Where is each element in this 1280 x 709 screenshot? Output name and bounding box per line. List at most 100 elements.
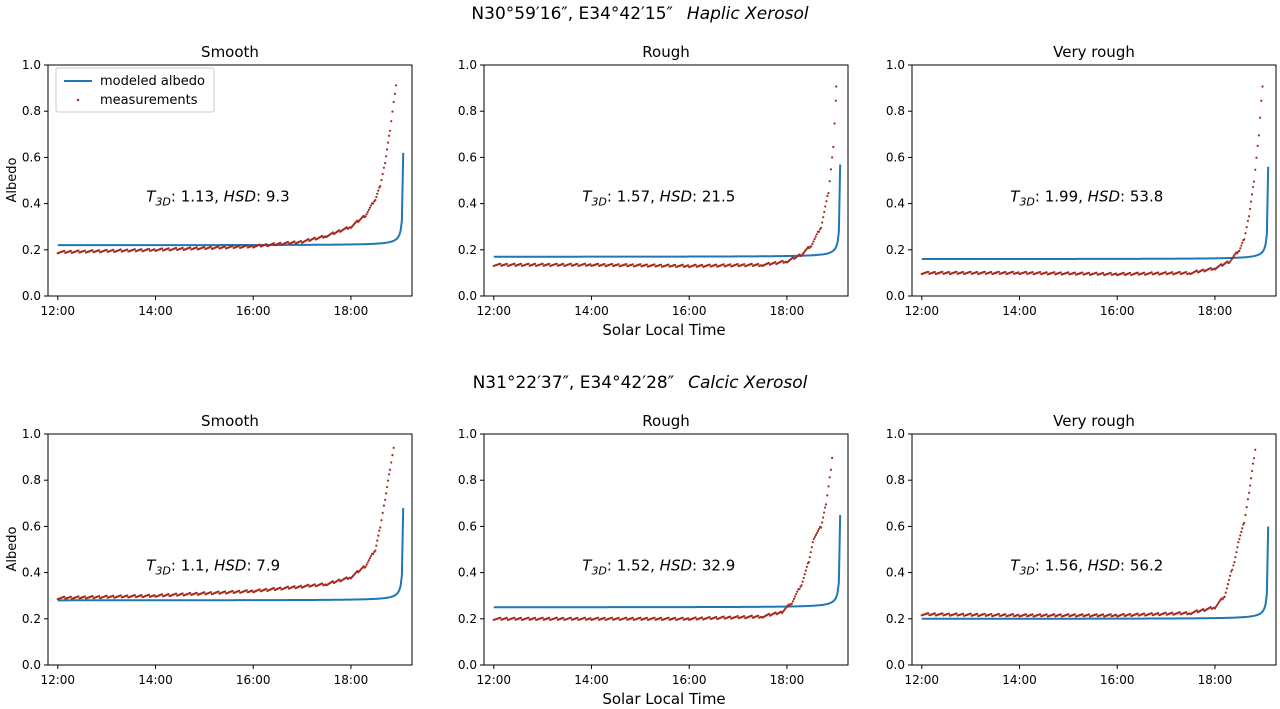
measured-point bbox=[384, 162, 387, 165]
measured-point bbox=[708, 263, 711, 266]
measured-point bbox=[367, 559, 370, 562]
measured-point bbox=[541, 262, 544, 265]
measured-point bbox=[555, 262, 558, 265]
row-heading-2-coords: N31°22′37″, E34°42′28″ bbox=[473, 373, 674, 393]
measured-point bbox=[831, 456, 834, 459]
measured-point bbox=[1067, 271, 1070, 274]
measured-point bbox=[792, 256, 795, 259]
x-tick-label: 16:00 bbox=[236, 673, 271, 687]
measured-point bbox=[1136, 612, 1139, 615]
measured-point bbox=[798, 588, 801, 591]
measured-point bbox=[1254, 448, 1257, 451]
x-tick-label: 12:00 bbox=[476, 304, 511, 318]
measured-point bbox=[826, 194, 829, 197]
measured-point bbox=[376, 539, 379, 542]
measured-point bbox=[105, 594, 108, 597]
measured-point bbox=[160, 247, 164, 250]
measured-point bbox=[364, 215, 367, 218]
measured-point bbox=[829, 168, 833, 171]
measured-point bbox=[639, 263, 642, 266]
measured-point bbox=[1261, 85, 1264, 88]
measured-point bbox=[722, 615, 725, 618]
measured-point bbox=[1237, 541, 1240, 544]
panel-annotation: T3D: 1.57, HSD: 21.5 bbox=[582, 187, 735, 208]
x-tick-label: 18:00 bbox=[770, 304, 805, 318]
y-tick-label: 0.0 bbox=[458, 289, 477, 303]
panel-2: Rough 0.0 0.2 0.4 0.6 0.8 1.0 12:00 14:00 16:00 18… bbox=[458, 43, 849, 318]
measured-point bbox=[583, 616, 587, 619]
measured-point bbox=[1171, 271, 1174, 274]
measured-point bbox=[345, 576, 348, 579]
measured-point bbox=[223, 590, 227, 593]
measured-point bbox=[1053, 271, 1056, 274]
x-tick-label: 18:00 bbox=[1198, 304, 1233, 318]
measured-point bbox=[392, 100, 395, 104]
legend: modeled albedo measurements bbox=[55, 67, 215, 113]
measured-point bbox=[812, 240, 815, 243]
measured-point bbox=[1073, 271, 1076, 274]
measured-point bbox=[321, 582, 324, 585]
legend-box bbox=[55, 67, 215, 113]
measured-point bbox=[821, 516, 825, 519]
measured-point bbox=[1250, 469, 1254, 473]
measured-point bbox=[701, 263, 704, 266]
measured-point bbox=[743, 263, 746, 266]
panel-4: Smooth 0.0 0.2 0.4 0.6 0.8 1.0 12:00 14:00 16:00 1… bbox=[22, 412, 413, 687]
measured-point bbox=[817, 527, 821, 531]
measured-point bbox=[653, 263, 656, 266]
measured-point bbox=[1248, 215, 1251, 218]
measured-point bbox=[251, 244, 254, 247]
measured-point bbox=[1011, 270, 1015, 273]
panel-title: Very rough bbox=[1053, 412, 1135, 430]
measured-point bbox=[823, 210, 826, 213]
measured-point bbox=[203, 591, 206, 594]
measured-point bbox=[390, 120, 393, 123]
measured-point bbox=[667, 616, 670, 619]
measured-point bbox=[804, 569, 807, 572]
measured-point bbox=[816, 529, 820, 533]
panel-5: Rough 0.0 0.2 0.4 0.6 0.8 1.0 12:00 14:00 16:00 18… bbox=[458, 412, 849, 687]
measured-point bbox=[811, 541, 814, 544]
measured-point bbox=[809, 551, 812, 554]
measured-point bbox=[1143, 612, 1146, 615]
y-tick-label: 0.4 bbox=[458, 197, 477, 211]
measured-point bbox=[562, 262, 565, 265]
measured-point bbox=[947, 270, 951, 274]
y-tick-label: 0.4 bbox=[22, 197, 41, 211]
legend-measured-label: measurements bbox=[100, 93, 198, 108]
measured-point bbox=[1031, 271, 1034, 274]
measured-point bbox=[395, 84, 398, 87]
measured-point bbox=[757, 614, 760, 617]
measured-point bbox=[126, 594, 129, 597]
measured-point bbox=[1236, 252, 1239, 255]
measured-point bbox=[1195, 609, 1198, 612]
measured-point bbox=[377, 534, 380, 537]
x-axis-label-row-2: Solar Local Time bbox=[602, 690, 725, 708]
panel-annotation: T3D: 1.56, HSD: 56.2 bbox=[1010, 556, 1163, 577]
measured-point bbox=[97, 249, 101, 252]
measured-point bbox=[645, 263, 648, 266]
measured-point bbox=[829, 468, 833, 471]
measured-point bbox=[1240, 530, 1243, 533]
measured-series bbox=[492, 456, 834, 622]
x-tick-label: 16:00 bbox=[672, 304, 707, 318]
measured-point bbox=[757, 262, 760, 266]
panel-1: Smooth 0.0 0.2 0.4 0.6 0.8 1.0 12:00 14:00 16:00 1… bbox=[22, 43, 413, 318]
measured-point bbox=[1185, 270, 1188, 274]
measured-point bbox=[1243, 238, 1246, 241]
measured-point bbox=[694, 616, 697, 619]
measured-point bbox=[541, 616, 544, 619]
measured-point bbox=[1231, 256, 1234, 259]
y-tick-label: 0.6 bbox=[22, 150, 41, 164]
measured-point bbox=[548, 616, 551, 619]
measured-point bbox=[617, 616, 620, 619]
x-tick-label: 12:00 bbox=[40, 304, 75, 318]
measured-point bbox=[366, 561, 369, 564]
measured-point bbox=[112, 594, 115, 597]
measured-point bbox=[279, 241, 282, 244]
measured-point bbox=[990, 270, 993, 274]
measured-point bbox=[1218, 600, 1221, 603]
measured-point bbox=[667, 263, 670, 266]
y-tick-label: 0.8 bbox=[886, 473, 905, 487]
y-tick-label: 0.4 bbox=[886, 566, 905, 580]
